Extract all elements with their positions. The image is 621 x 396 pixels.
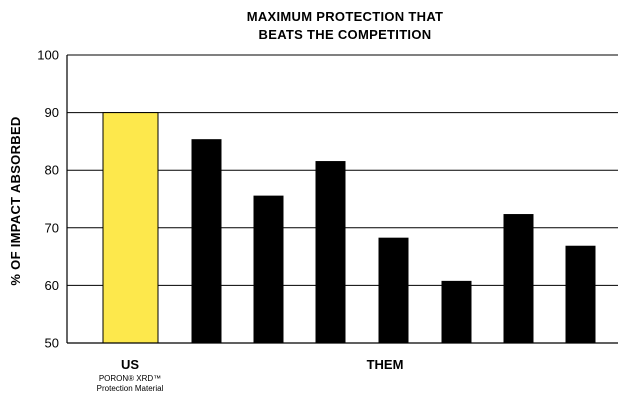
bar-4 — [315, 161, 346, 344]
bars — [102, 112, 596, 344]
chart-title: MAXIMUM PROTECTION THAT BEATS THE COMPET… — [247, 9, 444, 42]
bar-3 — [253, 195, 284, 344]
bar-1 — [102, 112, 159, 344]
y-tick-60: 60 — [45, 278, 59, 293]
bar-6 — [441, 280, 472, 344]
chart-title-line-1: MAXIMUM PROTECTION THAT — [247, 9, 444, 24]
group-label-them: THEM — [367, 357, 404, 372]
group-label-us: US — [121, 357, 139, 372]
bar-5 — [378, 237, 409, 344]
group-sublabel-us-line-2: Protection Material — [97, 384, 164, 393]
x-group-labels: US PORON® XRD™ Protection Material THEM — [97, 357, 404, 393]
y-tick-90: 90 — [45, 105, 59, 120]
bar-2 — [191, 139, 222, 344]
y-tick-labels: 50 60 70 80 90 100 — [37, 48, 59, 351]
axes — [66, 55, 618, 344]
chart-title-line-2: BEATS THE COMPETITION — [259, 27, 432, 42]
bar-8 — [565, 245, 596, 344]
group-sublabel-us-line-1: PORON® XRD™ — [99, 374, 161, 383]
y-tick-70: 70 — [45, 220, 59, 235]
y-tick-50: 50 — [45, 336, 59, 351]
bar-7 — [503, 214, 534, 344]
y-tick-100: 100 — [37, 48, 59, 63]
y-axis-label: % OF IMPACT ABSORBED — [8, 116, 23, 285]
y-tick-80: 80 — [45, 163, 59, 178]
